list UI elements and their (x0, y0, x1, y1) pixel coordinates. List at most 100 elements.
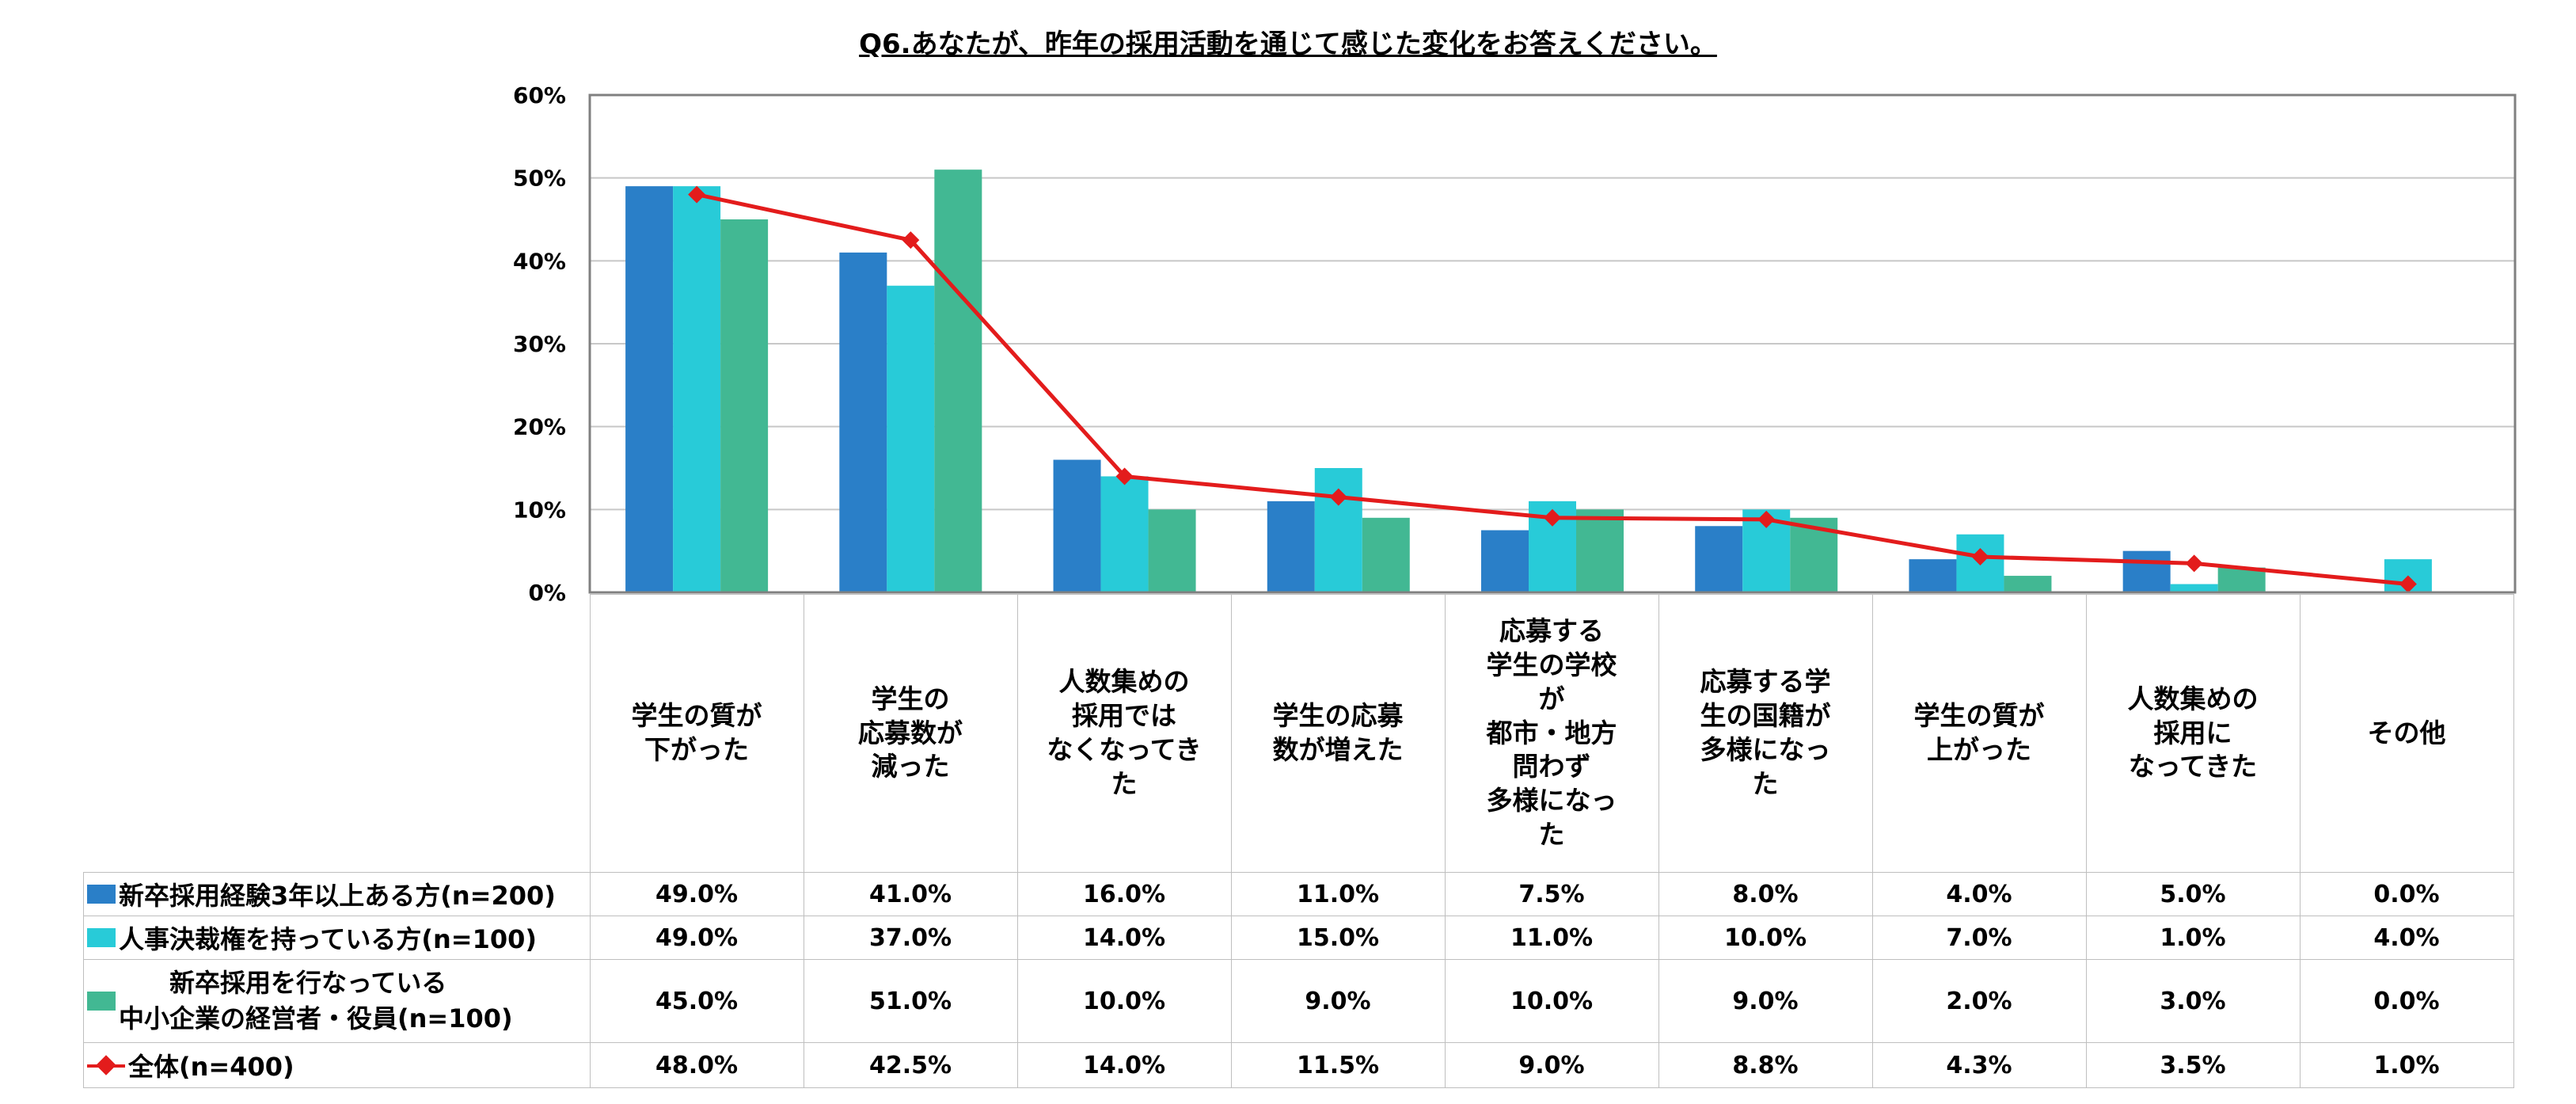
y-tick-label: 10% (513, 497, 566, 523)
data-label: 51.0% (803, 959, 1018, 1043)
y-tick-label: 50% (513, 166, 566, 192)
bar (673, 186, 721, 593)
data-table: 学生の質が 下がった 学生の 応募数が 減った 人数集めの 採用では なくなってき … (83, 594, 2514, 1088)
data-label: 14.0% (1016, 1042, 1232, 1088)
legend-entry: 新卒採用を行なっている 中小企業の経営者・役員(n=100) (83, 959, 591, 1043)
data-label: 4.3% (1871, 1042, 2087, 1088)
legend-swatch-icon (87, 885, 116, 904)
bar (887, 285, 935, 592)
legend-swatch-icon (87, 928, 116, 947)
data-label: 49.0% (589, 872, 804, 916)
chart-plot: 60% 50% 40% 30% 20% 10% 0% (513, 82, 2517, 602)
line-series (688, 185, 2417, 593)
bar (1481, 530, 1529, 592)
category-header-row: 学生の質が 下がった 学生の 応募数が 減った 人数集めの 採用では なくなってき … (84, 594, 2514, 873)
bar-series (625, 169, 2432, 593)
data-label: 11.0% (1230, 872, 1446, 916)
bar (1148, 509, 1196, 592)
category-label: 学生の質が 下がった (589, 594, 804, 873)
data-label: 7.5% (1444, 872, 1659, 916)
bar (625, 186, 674, 593)
bar (2217, 567, 2266, 592)
category-label: その他 (2299, 594, 2514, 873)
series-row: 全体(n=400) 48.0% 42.5% 14.0% 11.5% 9.0% 8.8% 4.3… (83, 1042, 2514, 1088)
data-label: 14.0% (1016, 916, 1232, 960)
y-tick-label: 20% (513, 414, 566, 440)
line-marker (1757, 510, 1776, 528)
data-label: 0.0% (2299, 959, 2514, 1043)
data-label: 37.0% (803, 916, 1018, 960)
data-label: 5.0% (2085, 872, 2301, 916)
legend-entry: 全体(n=400) (83, 1042, 591, 1088)
data-label: 10.0% (1444, 959, 1659, 1043)
bar (1909, 559, 1957, 592)
y-axis-ticks: 60% 50% 40% 30% 20% 10% 0% (513, 82, 566, 602)
bar (720, 219, 769, 592)
data-label: 8.0% (1658, 872, 1873, 916)
category-label: 学生の応募 数が増えた (1230, 594, 1446, 873)
data-label: 9.0% (1658, 959, 1873, 1043)
bar (1695, 526, 1743, 592)
line-marker (1971, 547, 1989, 565)
plot-frame (588, 93, 2517, 594)
series-name: 全体(n=400) (128, 1052, 294, 1082)
series-row: 新卒採用経験3年以上ある方(n=200) 49.0% 41.0% 16.0% 11.0%… (83, 872, 2514, 916)
bar (1267, 501, 1315, 592)
line-marker (1329, 488, 1347, 506)
category-label: 応募する学 生の国籍が 多様になっ た (1658, 594, 1873, 873)
data-label: 4.0% (2299, 916, 2514, 960)
data-label: 4.0% (1871, 872, 2087, 916)
bar (2170, 584, 2218, 592)
category-label: 応募する 学生の学校 が 都市・地方 問わず 多様になっ た (1444, 594, 1659, 873)
line-marker (902, 231, 920, 249)
series-row: 新卒採用を行なっている 中小企業の経営者・役員(n=100) 45.0% 51.0%… (83, 959, 2514, 1043)
data-label: 10.0% (1016, 959, 1232, 1043)
bar (2004, 576, 2052, 592)
bar (1100, 476, 1149, 592)
line-marker (1544, 508, 1561, 527)
data-label: 1.0% (2085, 916, 2301, 960)
data-label: 41.0% (803, 872, 1018, 916)
legend-entry: 新卒採用経験3年以上ある方(n=200) (83, 872, 591, 916)
line-marker (688, 185, 706, 204)
category-label: 学生の質が 上がった (1871, 594, 2087, 873)
category-label: 人数集めの 採用では なくなってき た (1016, 594, 1232, 873)
data-label: 48.0% (589, 1042, 804, 1088)
y-tick-label: 30% (513, 331, 566, 357)
data-label: 49.0% (589, 916, 804, 960)
line-marker (1115, 467, 1134, 485)
data-label: 16.0% (1016, 872, 1232, 916)
bar (1314, 468, 1362, 592)
category-label: 学生の 応募数が 減った (803, 594, 1018, 873)
y-tick-label: 60% (513, 82, 566, 108)
bar (1576, 509, 1624, 592)
legend-line-marker-icon (87, 1055, 125, 1075)
line-marker (2399, 575, 2417, 593)
bar (839, 252, 887, 592)
data-label: 15.0% (1230, 916, 1446, 960)
bar (1053, 459, 1101, 592)
line-marker (2185, 554, 2203, 573)
data-label: 2.0% (1871, 959, 2087, 1043)
data-label: 3.5% (2085, 1042, 2301, 1088)
chart-title: Q6.あなたが、昨年の採用活動を通じて感じた変化をお答えください。 (859, 29, 1717, 60)
data-label: 3.0% (2085, 959, 2301, 1043)
data-label: 8.8% (1658, 1042, 1873, 1088)
legend-entry: 人事決裁権を持っている方(n=100) (83, 916, 591, 960)
bar (1362, 517, 1410, 592)
data-label: 10.0% (1658, 916, 1873, 960)
data-label: 11.5% (1230, 1042, 1446, 1088)
data-label: 7.0% (1871, 916, 2087, 960)
data-label: 9.0% (1230, 959, 1446, 1043)
data-label: 42.5% (803, 1042, 1018, 1088)
table-corner (84, 595, 591, 873)
series-name: 人事決裁権を持っている方(n=100) (119, 924, 538, 954)
y-tick-label: 0% (528, 580, 566, 602)
series-name: 新卒採用を行なっている 中小企業の経営者・役員(n=100) (119, 968, 513, 1034)
series-name: 新卒採用経験3年以上ある方(n=200) (119, 881, 556, 911)
data-label: 1.0% (2299, 1042, 2514, 1088)
data-label: 0.0% (2299, 872, 2514, 916)
data-label: 9.0% (1444, 1042, 1659, 1088)
y-tick-label: 40% (513, 248, 566, 274)
category-label: 人数集めの 採用に なってきた (2085, 594, 2301, 873)
